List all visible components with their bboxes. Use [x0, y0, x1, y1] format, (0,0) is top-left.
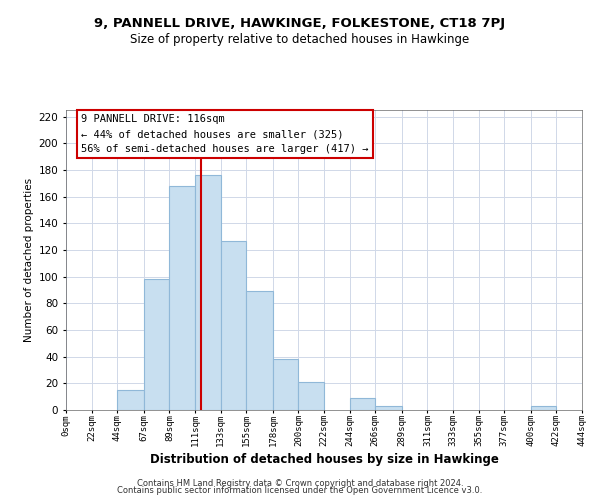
- Bar: [117, 390, 144, 410]
- Y-axis label: Number of detached properties: Number of detached properties: [25, 178, 34, 342]
- Bar: [531, 406, 556, 410]
- Bar: [298, 382, 324, 410]
- Text: Contains HM Land Registry data © Crown copyright and database right 2024.: Contains HM Land Registry data © Crown c…: [137, 478, 463, 488]
- Bar: [273, 360, 298, 410]
- Text: 9 PANNELL DRIVE: 116sqm
← 44% of detached houses are smaller (325)
56% of semi-d: 9 PANNELL DRIVE: 116sqm ← 44% of detache…: [82, 114, 369, 154]
- Bar: [169, 186, 195, 410]
- Text: Size of property relative to detached houses in Hawkinge: Size of property relative to detached ho…: [130, 32, 470, 46]
- Bar: [350, 398, 375, 410]
- Bar: [195, 176, 221, 410]
- Bar: [246, 292, 273, 410]
- Bar: [144, 280, 169, 410]
- Bar: [221, 240, 246, 410]
- Bar: [375, 406, 402, 410]
- Text: Contains public sector information licensed under the Open Government Licence v3: Contains public sector information licen…: [118, 486, 482, 495]
- X-axis label: Distribution of detached houses by size in Hawkinge: Distribution of detached houses by size …: [149, 454, 499, 466]
- Text: 9, PANNELL DRIVE, HAWKINGE, FOLKESTONE, CT18 7PJ: 9, PANNELL DRIVE, HAWKINGE, FOLKESTONE, …: [94, 18, 506, 30]
